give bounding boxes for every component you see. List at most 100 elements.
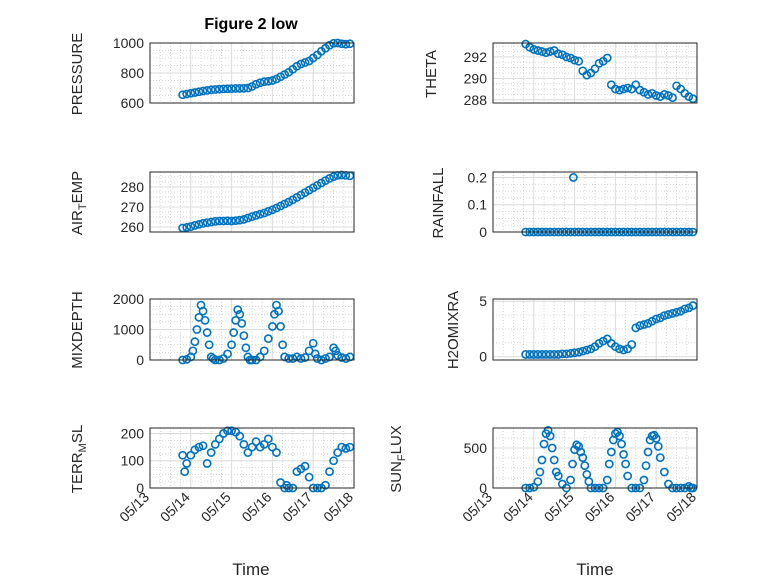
ytick-label-terr_msl: 0 <box>136 480 144 496</box>
data-point-air_temp <box>263 206 273 216</box>
data-point-terr_msl <box>247 442 257 452</box>
data-point-sun_flux <box>659 467 669 477</box>
data-point-terr_msl <box>198 441 208 451</box>
ytick-label-h2omixra: 5 <box>479 293 487 309</box>
data-point-air_temp <box>214 216 224 226</box>
data-point-mixdepth <box>233 305 243 315</box>
data-point-mixdepth <box>296 354 306 363</box>
ytick-label-rainfall: 0.2 <box>468 169 488 185</box>
data-point-pressure <box>259 77 269 87</box>
data-point-air_temp <box>337 170 347 180</box>
axes-frame-h2omixra <box>492 298 698 361</box>
data-point-sun_flux <box>572 440 582 450</box>
data-point-air_temp <box>194 219 204 229</box>
xtick-label-sun_flux: 05/15 <box>541 489 577 525</box>
data-point-h2omixra <box>557 349 567 359</box>
data-point-mixdepth <box>276 322 285 331</box>
ylabel-mixdepth: MIXDEPTH <box>69 291 86 369</box>
data-point-pressure <box>239 83 249 93</box>
data-point-terr_msl <box>329 456 338 466</box>
axes-frame-rainfall <box>492 171 698 233</box>
ytick-label-pressure: 600 <box>121 95 145 111</box>
data-point-pressure <box>210 85 220 94</box>
data-point-sun_flux <box>651 433 661 443</box>
data-point-mixdepth <box>308 338 318 348</box>
data-point-theta <box>541 48 551 58</box>
data-point-sun_flux <box>639 475 649 485</box>
ytick-label-air_temp: 260 <box>121 219 145 235</box>
ytick-label-mixdepth: 0 <box>136 352 144 368</box>
ylabel-h2omixra: H2OMIXRA <box>445 291 462 369</box>
axes-frame-terr_msl <box>149 427 355 489</box>
data-point-terr_msl <box>194 442 204 452</box>
ytick-label-theta: 288 <box>464 92 488 108</box>
data-point-sun_flux <box>604 459 614 469</box>
ytick-label-mixdepth: 2000 <box>113 291 144 307</box>
data-point-theta <box>611 84 620 94</box>
data-point-air_temp <box>235 215 245 225</box>
data-point-pressure <box>178 90 188 100</box>
data-point-sun_flux <box>619 449 628 459</box>
data-point-mixdepth <box>263 334 273 344</box>
data-point-sun_flux <box>580 461 590 470</box>
data-point-mixdepth <box>267 322 277 331</box>
data-point-theta <box>570 55 579 65</box>
data-point-air_temp <box>259 208 269 218</box>
data-point-h2omixra <box>533 350 543 359</box>
data-point-theta <box>651 91 661 100</box>
xtick-label-terr_msl: 05/13 <box>116 489 152 525</box>
data-point-air_temp <box>190 220 200 230</box>
data-point-terr_msl <box>267 442 277 452</box>
data-point-mixdepth <box>223 349 232 359</box>
data-point-theta <box>659 90 669 99</box>
figure-title: Figure 2 low <box>204 16 298 33</box>
data-point-h2omixra <box>619 345 628 355</box>
data-point-h2omixra <box>668 309 677 318</box>
data-point-h2omixra <box>521 350 531 359</box>
data-point-sun_flux <box>549 455 559 465</box>
data-point-air_temp <box>267 205 277 215</box>
data-point-h2omixra <box>562 349 571 359</box>
ylabel-sun-flux: SUNFLUX <box>388 425 408 493</box>
data-point-sun_flux <box>547 443 557 453</box>
data-point-sun_flux <box>623 471 633 481</box>
data-point-terr_msl <box>259 439 269 449</box>
data-point-mixdepth <box>239 331 249 340</box>
data-point-mixdepth <box>325 352 334 362</box>
data-point-sun_flux <box>602 475 612 485</box>
data-point-h2omixra <box>659 311 669 321</box>
xlabel-right: Time <box>576 560 613 579</box>
data-point-sun_flux <box>553 471 563 481</box>
data-point-sun_flux <box>543 425 553 435</box>
data-point-h2omixra <box>537 350 547 359</box>
data-point-h2omixra <box>578 346 588 356</box>
data-point-h2omixra <box>615 344 624 354</box>
data-point-mixdepth <box>321 354 330 363</box>
data-point-terr_msl <box>272 448 281 457</box>
data-point-sun_flux <box>578 453 588 462</box>
ytick-label-terr_msl: 200 <box>121 425 145 441</box>
data-point-terr_msl <box>178 450 188 460</box>
data-point-air_temp <box>231 216 241 225</box>
data-point-pressure <box>251 79 261 89</box>
data-point-theta <box>553 49 563 59</box>
ytick-label-terr_msl: 100 <box>121 453 145 469</box>
data-point-terr_msl <box>223 426 232 436</box>
ytick-label-pressure: 800 <box>121 65 145 81</box>
xtick-label-sun_flux: 05/16 <box>581 489 617 525</box>
data-point-sun_flux <box>533 477 543 486</box>
data-point-sun_flux <box>566 475 575 485</box>
data-point-mixdepth <box>310 349 320 359</box>
data-point-sun_flux <box>537 455 547 465</box>
data-point-air_temp <box>247 212 257 221</box>
data-point-mixdepth <box>288 354 298 363</box>
data-point-terr_msl <box>337 442 347 452</box>
data-point-theta <box>668 93 677 103</box>
data-point-pressure <box>341 39 351 49</box>
data-point-air_temp <box>239 214 249 224</box>
data-point-mixdepth <box>202 328 212 337</box>
data-point-terr_msl <box>227 426 236 436</box>
data-point-air_temp <box>325 173 334 183</box>
data-point-air_temp <box>251 210 261 220</box>
data-point-mixdepth <box>192 325 202 334</box>
